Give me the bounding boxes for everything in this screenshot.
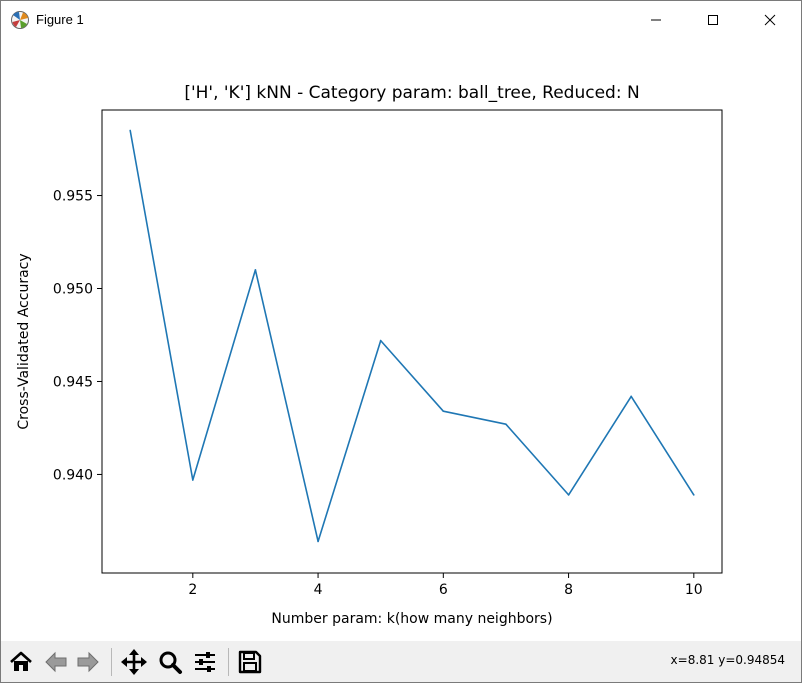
- axis-ticks: 2 4 6 8 10 0.940 0.945 0.950 0.955: [53, 189, 703, 598]
- chart-title: ['H', 'K'] kNN - Category param: ball_tr…: [184, 83, 639, 103]
- data-point: [693, 494, 695, 496]
- x-tick-label: 6: [439, 582, 448, 598]
- x-axis-label: Number param: k(how many neighbors): [271, 611, 552, 627]
- title-bar[interactable]: Figure 1: [1, 1, 801, 39]
- y-axis-label: Cross-Validated Accuracy: [16, 253, 32, 429]
- data-point: [192, 479, 194, 481]
- zoom-icon: [159, 651, 182, 674]
- configure-subplots-button[interactable]: [190, 647, 220, 677]
- y-tick-label: 0.950: [53, 282, 93, 298]
- x-tick-label: 4: [314, 582, 323, 598]
- configure-subplots-icon: [195, 652, 215, 672]
- home-icon: [10, 651, 32, 671]
- data-point: [379, 339, 382, 342]
- data-point: [129, 129, 131, 132]
- zoom-button[interactable]: [155, 647, 185, 677]
- data-point: [630, 395, 632, 398]
- close-button[interactable]: [747, 1, 793, 39]
- pan-button[interactable]: [119, 647, 149, 677]
- data-point: [505, 423, 507, 426]
- axes-frame: [101, 109, 723, 574]
- home-button[interactable]: [6, 647, 36, 677]
- close-icon: [764, 14, 776, 26]
- toolbar-separator: [228, 648, 229, 676]
- data-point: [567, 494, 570, 496]
- y-tick-label: 0.940: [53, 467, 93, 483]
- data-point: [254, 269, 257, 271]
- maximize-icon: [708, 15, 718, 25]
- forward-arrow-icon: [77, 651, 99, 673]
- matplotlib-figure-icon: [11, 11, 29, 29]
- data-point: [442, 410, 445, 413]
- y-tick-label: 0.945: [53, 374, 93, 390]
- pan-icon: [121, 649, 147, 675]
- window-title: Figure 1: [36, 12, 84, 27]
- plot-area: [102, 110, 722, 573]
- y-tick-label: 0.955: [53, 189, 93, 205]
- data-point: [317, 540, 319, 543]
- back-button[interactable]: [41, 647, 71, 677]
- back-arrow-icon: [45, 651, 67, 673]
- x-tick-label: 10: [685, 582, 703, 598]
- line-chart: 2 4 6 8 10 0.940 0.945 0.950 0.955 ['H', 'K'] kN…: [16, 83, 723, 627]
- cursor-coordinates: x=8.81 y=0.94854: [670, 653, 785, 667]
- forward-button[interactable]: [73, 647, 103, 677]
- accuracy-series-line: [129, 130, 695, 543]
- x-tick-label: 2: [188, 582, 197, 598]
- minimize-icon: [651, 19, 661, 21]
- x-tick-label: 8: [564, 582, 573, 598]
- toolbar-separator: [111, 648, 112, 676]
- navigation-toolbar: x=8.81 y=0.94854: [1, 641, 801, 682]
- maximize-button[interactable]: [690, 1, 736, 39]
- minimize-button[interactable]: [633, 1, 679, 39]
- figure-canvas[interactable]: 2 4 6 8 10 0.940 0.945 0.950 0.955 ['H', 'K'] kN…: [1, 39, 801, 641]
- save-button[interactable]: [235, 647, 265, 677]
- save-icon: [238, 650, 262, 674]
- series-points: [129, 129, 695, 543]
